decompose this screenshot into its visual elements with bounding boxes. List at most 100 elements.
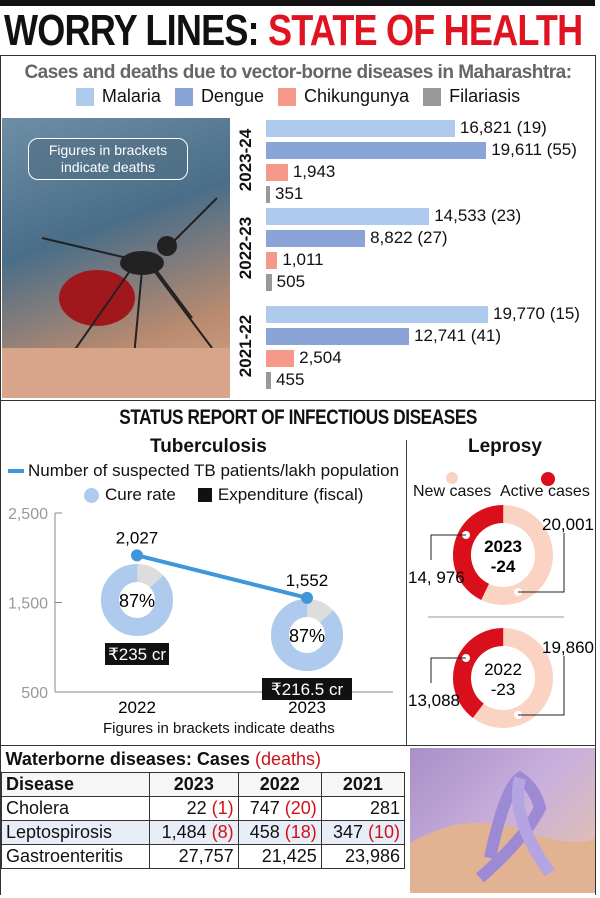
bar-chikungunya-2021-22 [266,350,295,367]
legend-swatch [75,87,94,106]
bar-label: 505 [276,272,306,291]
expenditure-swatch [197,488,212,502]
table-cell: 27,757 [149,843,239,869]
column-divider [406,440,407,745]
expenditure-label: ₹235 cr [108,645,166,664]
table-caption-row: Waterborne diseases: Cases (deaths) [1,748,405,773]
line-swatch [8,469,24,473]
table-row: Leptospirosis 1,484 (8) 458 (18) 347 (10) [1,819,406,845]
tb-title: Tuberculosis [150,436,267,457]
bar-malaria-2022-23 [266,208,430,225]
case-count: 22 [186,797,207,818]
leader-line [518,533,565,593]
column-header: 2022 [237,771,322,797]
case-count: 21,425 [261,845,317,866]
year-label-2021-22: 2021-22 [236,314,255,378]
bar-label: 455 [276,370,305,389]
table-cell: 1,484 (8) [149,819,239,845]
bar-dengue-2022-23 [266,230,366,247]
disease-name: Leptospirosis [1,819,150,845]
leprosy-year: 2023 [484,537,522,556]
active-cases-label: Active cases [500,483,590,500]
table-cell: 22 (1) [149,795,239,821]
column-header: 2023 [149,771,239,797]
disease-name: Gastroenteritis [1,843,150,869]
legend-item-malaria: Malaria [75,86,161,107]
bar-malaria-2021-22 [266,306,488,323]
legend-item-filariasis: Filariasis [423,86,520,107]
mosquito-icon [2,197,230,398]
x-tick-label: 2022 [118,698,156,717]
y-tick-label: 1,500 [8,596,48,613]
table-header-row: Disease 2023 2022 2021 [1,771,406,797]
bar-label: 2,504 [299,348,342,367]
legend-item-dengue: Dengue [174,86,264,107]
table-row: Gastroenteritis 27,757 21,425 23,986 [1,843,406,869]
case-count: 347 [332,821,363,842]
bar-dengue-2021-22 [266,328,410,345]
bar-label: 16,821 (19) [459,118,547,137]
legend-swatch [423,87,442,106]
column-header: Disease [1,771,150,797]
new-cases-swatch [446,472,458,484]
death-count: (1) [206,797,234,818]
expenditure-label: ₹216.5 cr [271,680,344,699]
leader-line [518,656,565,716]
death-count: (10) [362,821,400,842]
bar-dengue-2023-24 [266,142,487,159]
vector-section [0,55,596,401]
bar-filariasis-2023-24 [266,186,270,203]
y-tick-label: 2,500 [8,506,48,523]
top-rule [0,0,595,6]
table-cell: 21,425 [237,843,322,869]
bar-label: 19,611 (55) [491,140,577,159]
title-black: WORRY LINES: [4,6,260,55]
cure-donut [271,599,343,671]
case-count: 27,757 [178,845,234,866]
x-tick-label: 2023 [288,698,326,717]
cure-rate-label: 87% [119,591,155,611]
leprosy-charts: 2023-24 14, 976 20,001 2022-23 13,088 19,860 [408,505,594,728]
bar-label: 19,770 (15) [493,304,580,323]
tb-cure-legend: Cure rate Expenditure (fiscal) [84,485,363,505]
bar-label: 8,822 (27) [370,228,448,247]
disease-name: Cholera [1,795,150,821]
table-cell: 347 (10) [320,819,406,845]
expenditure-badge [105,643,169,665]
leprosy-year: 2022 [484,660,522,679]
tb-line-legend: Number of suspected TB patients/lakh pop… [8,461,399,481]
caption-deaths: (deaths) [254,749,321,770]
leprosy-year-2: -24 [491,557,516,576]
new-cases-value: 20,001 [542,515,594,534]
tb-chart: 2,500 1,500 500 87% ₹235 cr 2022 87% ₹216.5 cr2… [8,506,393,717]
cure-swatch [84,487,99,503]
bar-label: 351 [275,184,304,203]
case-count: 1,484 [161,821,207,842]
y-tick-label: 500 [21,685,48,702]
leprosy-year-2: -23 [491,680,516,699]
bar-filariasis-2022-23 [266,274,272,291]
bar-chikungunya-2023-24 [266,164,288,181]
tb-exp-legend-label: Expenditure (fiscal) [217,485,364,504]
death-count: (8) [206,821,234,842]
active-cases-value: 14, 976 [408,568,465,587]
tb-cure-legend-label: Cure rate [105,485,176,504]
legend-swatch [278,87,296,106]
case-count: 23,986 [344,845,400,866]
waterborne-table: Waterborne diseases: Cases (deaths) Disea… [1,748,406,869]
ribbon-hands-photo [410,748,595,893]
bar-label: 12,741 (41) [414,326,502,345]
tb-footnote: Figures in brackets indicate deaths [103,720,335,737]
section-divider-2 [0,745,596,746]
leader-line [430,534,466,560]
active-cases-arc [453,628,553,728]
year-label-2022-23: 2022-23 [236,216,255,280]
vector-legend: Malaria Dengue Chikungunya Filariasis [0,86,596,107]
bar-filariasis-2021-22 [266,372,272,389]
table-cell: 458 (18) [237,819,322,845]
leprosy-title: Leprosy [468,436,542,457]
column-header: 2021 [320,771,406,797]
brackets-note: Figures in brackets indicate deaths [28,138,188,180]
cure-rate-label: 87% [289,626,325,646]
legend-label: Chikungunya [304,86,410,106]
